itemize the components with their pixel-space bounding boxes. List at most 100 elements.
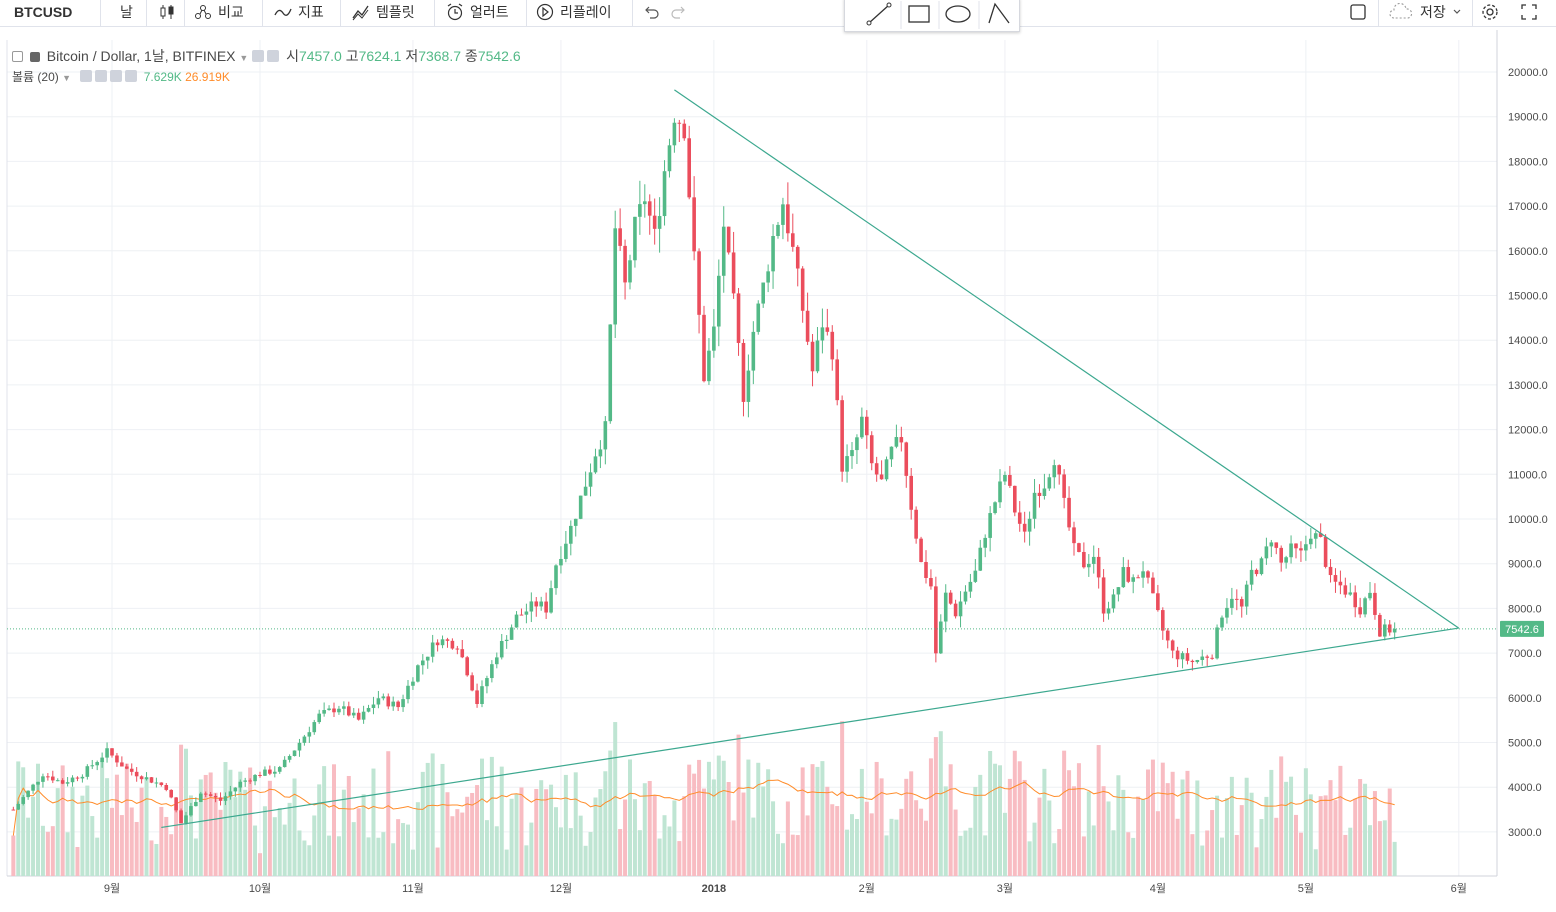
candle-body	[21, 797, 25, 804]
candle-body	[65, 782, 70, 784]
bottom-bar	[0, 900, 1556, 912]
candle-body	[919, 538, 923, 563]
indicator-wave-icon	[274, 8, 292, 16]
collapse-legend-icon[interactable]	[12, 51, 23, 62]
trend-line-tool[interactable]	[866, 2, 892, 26]
volume-bar	[144, 778, 149, 876]
candle-body	[1254, 569, 1259, 575]
volume-bar	[746, 759, 751, 876]
ellipse-tool[interactable]	[945, 5, 971, 23]
volume-bar	[1377, 821, 1382, 876]
redo-button[interactable]	[670, 0, 688, 24]
candle-body	[1057, 465, 1061, 475]
candle-body	[268, 769, 272, 774]
volume-bar	[159, 806, 164, 876]
replay-button[interactable]: 리플레이	[536, 0, 612, 24]
volume-bar	[692, 773, 697, 876]
candle-body	[1205, 656, 1209, 658]
volume-bar	[549, 784, 554, 876]
volume-bar	[139, 787, 144, 876]
candle-body	[825, 327, 830, 332]
low-value: 7368.7	[418, 48, 462, 64]
maximize-button[interactable]	[1520, 0, 1538, 24]
alerts-button[interactable]: 얼러트	[446, 0, 509, 24]
volume-bar	[465, 796, 470, 876]
volume-bar	[440, 763, 445, 876]
candle-body	[149, 777, 154, 783]
volume-bar	[1382, 820, 1387, 876]
x-tick-label: 10월	[249, 882, 271, 895]
volume-bar	[1047, 800, 1052, 876]
candle-body	[470, 675, 474, 691]
volume-bar	[499, 766, 504, 876]
volume-bar	[253, 825, 258, 876]
candle-body	[1378, 614, 1382, 637]
candle-body	[983, 537, 987, 548]
candle-body	[519, 614, 524, 616]
volume-bar	[149, 840, 154, 876]
close-icon[interactable]	[125, 70, 138, 82]
settings-button[interactable]	[1481, 0, 1499, 24]
settings-icon[interactable]	[267, 50, 280, 62]
candle-body	[909, 475, 913, 510]
candle-body	[889, 446, 894, 460]
compare-button[interactable]: 비교	[194, 0, 244, 24]
volume-bar	[1249, 792, 1254, 876]
undo-button[interactable]	[642, 0, 660, 24]
candle-body	[554, 565, 558, 589]
series-color-icon	[29, 52, 40, 62]
candle-body	[894, 437, 899, 447]
visibility-icon[interactable]	[252, 50, 265, 62]
volume-bar	[95, 837, 100, 876]
y-tick-label: 7000.0	[1508, 648, 1542, 660]
volume-bar	[519, 787, 524, 876]
volume-bar	[494, 826, 499, 876]
volume-bar	[504, 849, 509, 876]
volume-bar	[1279, 756, 1284, 876]
indicators-button[interactable]: 지표	[274, 0, 324, 24]
candle-body	[672, 122, 677, 146]
main-legend: Bitcoin / Dollar, 1날, BITFINEX ▼ 시7457.0…	[12, 46, 521, 66]
chart-type-button[interactable]	[158, 0, 176, 24]
candle-body	[504, 639, 509, 642]
candle-body	[1170, 640, 1175, 651]
candle-body	[1304, 544, 1308, 551]
save-button[interactable]: 저장	[1388, 0, 1462, 24]
candle-body	[1387, 624, 1392, 633]
toolbar-divider	[632, 0, 633, 26]
candle-body	[879, 474, 884, 480]
volume-bar	[593, 797, 598, 876]
interval-button[interactable]: 날	[120, 0, 133, 24]
candle-body	[1313, 533, 1318, 539]
volume-bar	[351, 822, 356, 876]
volume-bar	[830, 804, 835, 876]
templates-button[interactable]: 템플릿	[352, 0, 415, 24]
trendline-support[interactable]	[161, 627, 1459, 829]
volume-bar	[430, 753, 435, 876]
volume-bar	[406, 824, 410, 876]
visibility-icon[interactable]	[80, 70, 93, 82]
volume-bar	[114, 774, 119, 876]
chevron-down-icon[interactable]: ▼	[62, 73, 72, 83]
rectangle-tool[interactable]	[908, 5, 930, 23]
volume-bar	[603, 771, 608, 876]
volume-bar	[262, 806, 267, 876]
y-tick-label: 10000.0	[1508, 514, 1548, 526]
chevron-down-icon[interactable]: ▼	[239, 53, 249, 63]
symbol-search-button[interactable]: BTCUSD	[14, 4, 73, 20]
x-tick-label: 5월	[1298, 882, 1314, 895]
add-icon[interactable]	[110, 70, 123, 82]
candle-body	[1318, 533, 1323, 537]
fullscreen-toggle-button[interactable]	[1349, 0, 1367, 24]
volume-bar	[119, 815, 124, 876]
candle-body	[1373, 592, 1377, 615]
volume-bar	[766, 769, 771, 876]
triangle-tool[interactable]	[988, 2, 1010, 24]
trendline-resistance[interactable]	[674, 89, 1460, 629]
volume-bar	[1057, 829, 1062, 876]
settings-icon[interactable]	[95, 70, 108, 82]
high-value: 7624.1	[358, 48, 402, 64]
candle-body	[169, 789, 173, 798]
volume-bar	[332, 764, 336, 876]
